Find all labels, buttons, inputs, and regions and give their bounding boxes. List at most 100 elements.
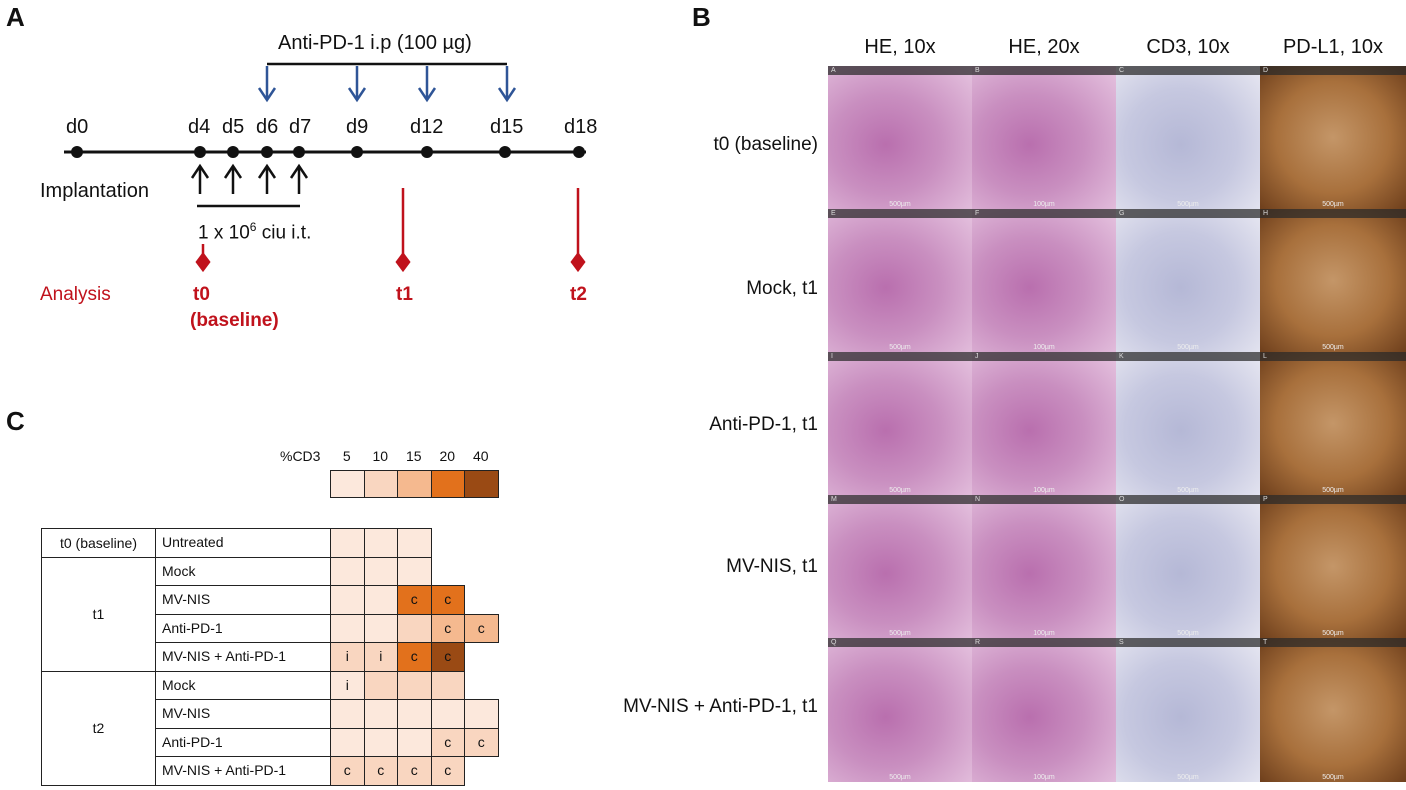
legend-value: 40 <box>472 448 489 464</box>
tile-letter: C <box>1119 67 1125 74</box>
legend-swatch <box>464 470 499 498</box>
analysis-markers <box>195 188 586 273</box>
scale-bar-label: 500µm <box>889 344 911 351</box>
tile-letter: A <box>831 67 836 74</box>
cd3-level-cell <box>363 670 398 700</box>
row-label-antipd1-t1: Anti-PD-1, t1 <box>709 414 818 435</box>
histology-tile: G 500µm <box>1116 209 1260 352</box>
scale-bar-label: 100µm <box>1033 774 1055 781</box>
tile-letter: M <box>831 496 837 503</box>
cd3-level-cell <box>330 699 365 729</box>
injection-arrows <box>190 163 309 194</box>
histology-image-grid: A 500µm B 100µm C 500µm D 500µm E 500µm F 100µm G 500… <box>828 66 1406 782</box>
cd3-level-cell <box>397 556 432 586</box>
legend-title: %CD3 <box>280 448 321 464</box>
cd3-level-cell <box>363 528 398 558</box>
cd3-level-cell: c <box>430 727 465 757</box>
row-label-t0: t0 (baseline) <box>713 134 818 155</box>
group-cell: Mock <box>155 556 331 586</box>
histology-tile: M 500µm <box>828 495 972 638</box>
cd3-level-cell <box>397 528 432 558</box>
time-cell: t2 <box>41 670 156 786</box>
scale-bar-label: 100µm <box>1033 630 1055 637</box>
cd3-level-cell <box>330 613 365 643</box>
cd3-level-cell <box>397 613 432 643</box>
cd3-level-cell <box>430 699 465 729</box>
treatment-arrows <box>257 66 517 103</box>
cd3-level-cell <box>430 670 465 700</box>
histology-tile: J 100µm <box>972 352 1116 495</box>
column-header-pdl1-10x: PD-L1, 10x <box>1282 36 1384 58</box>
tile-letter: K <box>1119 353 1124 360</box>
legend-swatch <box>430 470 465 498</box>
cd3-level-cell: c <box>397 585 432 615</box>
scale-bar-label: 500µm <box>1177 487 1199 494</box>
time-label: t1 <box>92 606 105 622</box>
histology-tile: S 500µm <box>1116 638 1260 782</box>
time-cell: t0 (baseline) <box>41 528 156 558</box>
scale-bar-label: 500µm <box>1322 774 1344 781</box>
cd3-level-cell: c <box>397 642 432 672</box>
histology-tile: H 500µm <box>1260 209 1406 352</box>
scale-bar-label: 500µm <box>889 201 911 208</box>
tile-letter: O <box>1119 496 1125 503</box>
cd3-level-cell <box>330 556 365 586</box>
histology-tile: F 100µm <box>972 209 1116 352</box>
timeline-diagram <box>64 62 586 273</box>
cd3-level-cell: c <box>397 756 432 786</box>
legend-swatch <box>397 470 432 498</box>
cd3-level-cell <box>464 699 499 729</box>
scale-bar-label: 100µm <box>1033 201 1055 208</box>
dose-label: 1 x 106 ciu i.t. <box>198 220 312 244</box>
legend-swatch <box>330 470 365 498</box>
histology-tile: O 500µm <box>1116 495 1260 638</box>
scale-bar-label: 500µm <box>1177 344 1199 351</box>
t2-label: t2 <box>570 284 587 305</box>
implantation-label: Implantation <box>40 180 149 202</box>
day-label-d12: d12 <box>410 116 444 138</box>
day-label-d0: d0 <box>66 116 89 138</box>
day-label-d5: d5 <box>222 116 245 138</box>
tile-letter: J <box>975 353 979 360</box>
tile-letter: L <box>1263 353 1267 360</box>
cd3-level-cell <box>363 613 398 643</box>
t0-baseline-label: (baseline) <box>190 310 279 331</box>
histology-tile: Q 500µm <box>828 638 972 782</box>
cd3-level-cell: c <box>430 642 465 672</box>
group-cell: MV-NIS + Anti-PD-1 <box>155 642 331 672</box>
scale-bar-label: 100µm <box>1033 344 1055 351</box>
cd3-level-cell <box>363 727 398 757</box>
cd3-level-cell: c <box>464 727 499 757</box>
time-label: t2 <box>92 720 105 736</box>
cd3-level-cell <box>330 727 365 757</box>
scale-bar-label: 500µm <box>1177 201 1199 208</box>
legend-swatch <box>363 470 398 498</box>
histology-tile: A 500µm <box>828 66 972 209</box>
scale-bar-label: 500µm <box>1177 630 1199 637</box>
time-cell: t1 <box>41 556 156 672</box>
cd3-level-cell <box>330 528 365 558</box>
cd3-level-cell: c <box>430 613 465 643</box>
legend-value: 20 <box>439 448 456 464</box>
row-label-mock-t1: Mock, t1 <box>746 278 818 299</box>
day-label-d18: d18 <box>564 116 598 138</box>
scale-bar-label: 500µm <box>1177 774 1199 781</box>
tile-letter: S <box>1119 639 1124 646</box>
histology-tile: T 500µm <box>1260 638 1406 782</box>
histology-tile: E 500µm <box>828 209 972 352</box>
tile-letter: G <box>1119 210 1125 217</box>
group-cell: MV-NIS <box>155 585 331 615</box>
tile-letter: P <box>1263 496 1268 503</box>
cd3-level-cell: c <box>363 756 398 786</box>
scale-bar-label: 500µm <box>889 487 911 494</box>
histology-tile: L 500µm <box>1260 352 1406 495</box>
cd3-level-cell <box>397 699 432 729</box>
group-cell: Mock <box>155 670 331 700</box>
day-label-d6: d6 <box>256 116 279 138</box>
scale-bar-label: 500µm <box>1322 344 1344 351</box>
tile-letter: N <box>975 496 981 503</box>
cd3-level-cell: i <box>330 670 365 700</box>
group-cell: MV-NIS + Anti-PD-1 <box>155 756 331 786</box>
scale-bar-label: 500µm <box>1322 487 1344 494</box>
cd3-level-cell <box>330 585 365 615</box>
